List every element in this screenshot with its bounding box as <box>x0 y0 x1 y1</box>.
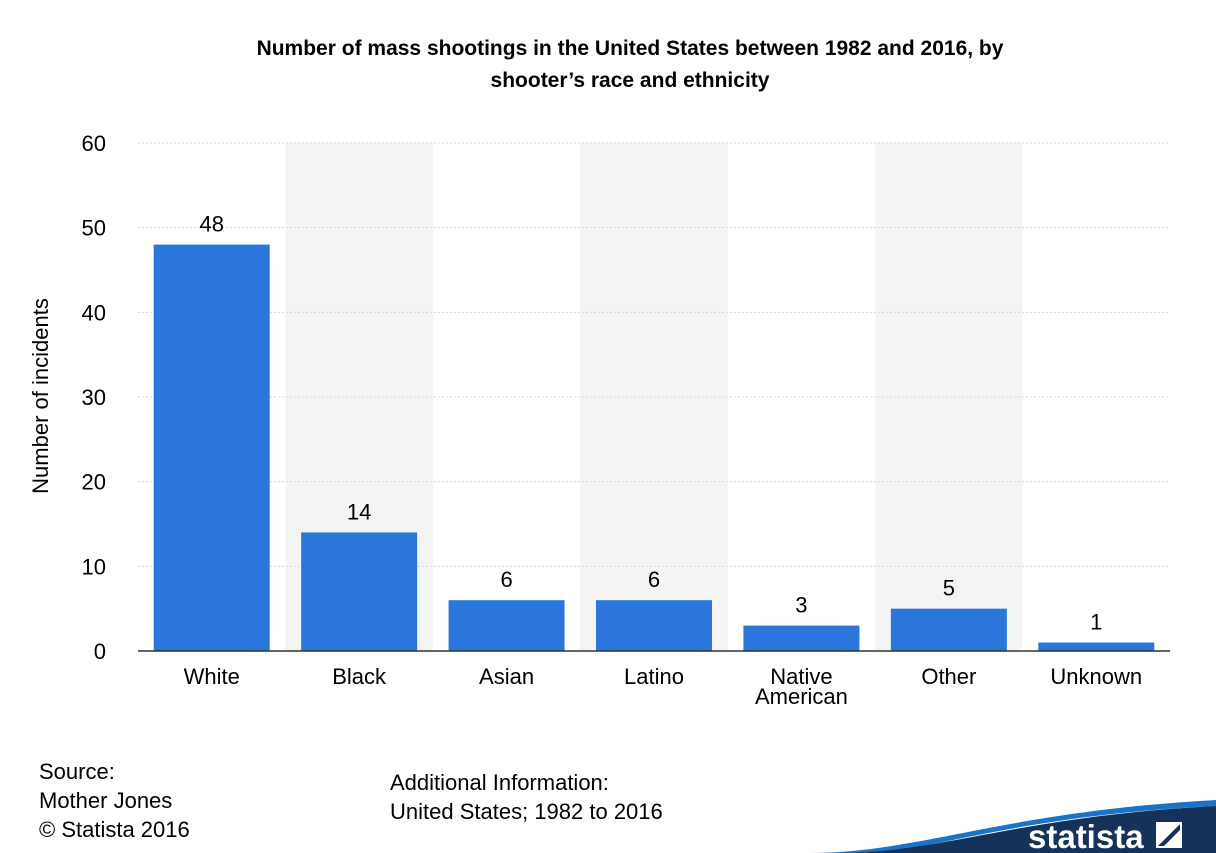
data-label: 1 <box>1090 610 1102 635</box>
y-tick-label: 40 <box>82 300 106 325</box>
x-tick-label: Black <box>332 664 387 689</box>
brand-wave <box>840 806 1216 853</box>
bar[interactable] <box>596 600 712 651</box>
y-tick-label: 20 <box>82 470 106 495</box>
additional-info-text: United States; 1982 to 2016 <box>390 799 663 824</box>
x-tick-label: Asian <box>479 664 534 689</box>
source-name[interactable]: Mother Jones <box>39 788 173 813</box>
y-tick-label: 0 <box>94 639 106 664</box>
y-tick-label: 30 <box>82 385 106 410</box>
data-label: 6 <box>500 567 512 592</box>
x-tick-label: Native <box>770 664 832 689</box>
additional-info-block: Additional Information: United States; 1… <box>390 768 663 826</box>
bar-chart: 0 10 20 30 40 50 60 48 14 6 6 3 5 1 White Black Asian L… <box>28 131 1170 709</box>
bar[interactable] <box>1038 642 1155 651</box>
data-label: 5 <box>943 576 955 601</box>
chart-title-line-2: shooter’s race and ethnicity <box>490 69 770 92</box>
bars <box>153 244 1155 651</box>
x-tick-label: American <box>755 684 848 709</box>
x-tick-label: White <box>184 664 240 689</box>
chart-title-line-1: Number of mass shootings in the United S… <box>256 37 1004 60</box>
source-label: Source: <box>39 759 115 784</box>
bar[interactable] <box>890 608 1007 651</box>
bar[interactable] <box>153 244 270 651</box>
statista-logo-icon <box>1156 822 1182 848</box>
y-tick-label: 50 <box>82 216 106 241</box>
data-label: 6 <box>648 567 660 592</box>
copyright: © Statista 2016 <box>39 817 190 842</box>
x-tick-label: Unknown <box>1050 664 1142 689</box>
x-tick-label: Latino <box>624 664 684 689</box>
y-axis-ticks: 0 10 20 30 40 50 60 <box>82 131 106 664</box>
bar[interactable] <box>743 625 860 651</box>
additional-info-label[interactable]: Additional Information: <box>390 770 609 795</box>
data-label: 3 <box>795 593 807 618</box>
y-tick-label: 10 <box>82 554 106 579</box>
data-label: 48 <box>199 212 223 237</box>
bar[interactable] <box>448 600 565 651</box>
bar[interactable] <box>301 532 418 651</box>
source-block: Source: Mother Jones © Statista 2016 <box>39 757 190 844</box>
y-tick-label: 60 <box>82 131 106 156</box>
statista-logo[interactable]: statista <box>1028 818 1144 853</box>
y-axis-label: Number of incidents <box>28 298 53 494</box>
data-labels: 48 14 6 6 3 5 1 <box>199 212 1102 635</box>
chart-title: Number of mass shootings in the United S… <box>150 33 1110 97</box>
x-tick-label: Other <box>921 664 976 689</box>
data-label: 14 <box>347 499 371 524</box>
brand-wave-accent <box>808 800 1216 853</box>
